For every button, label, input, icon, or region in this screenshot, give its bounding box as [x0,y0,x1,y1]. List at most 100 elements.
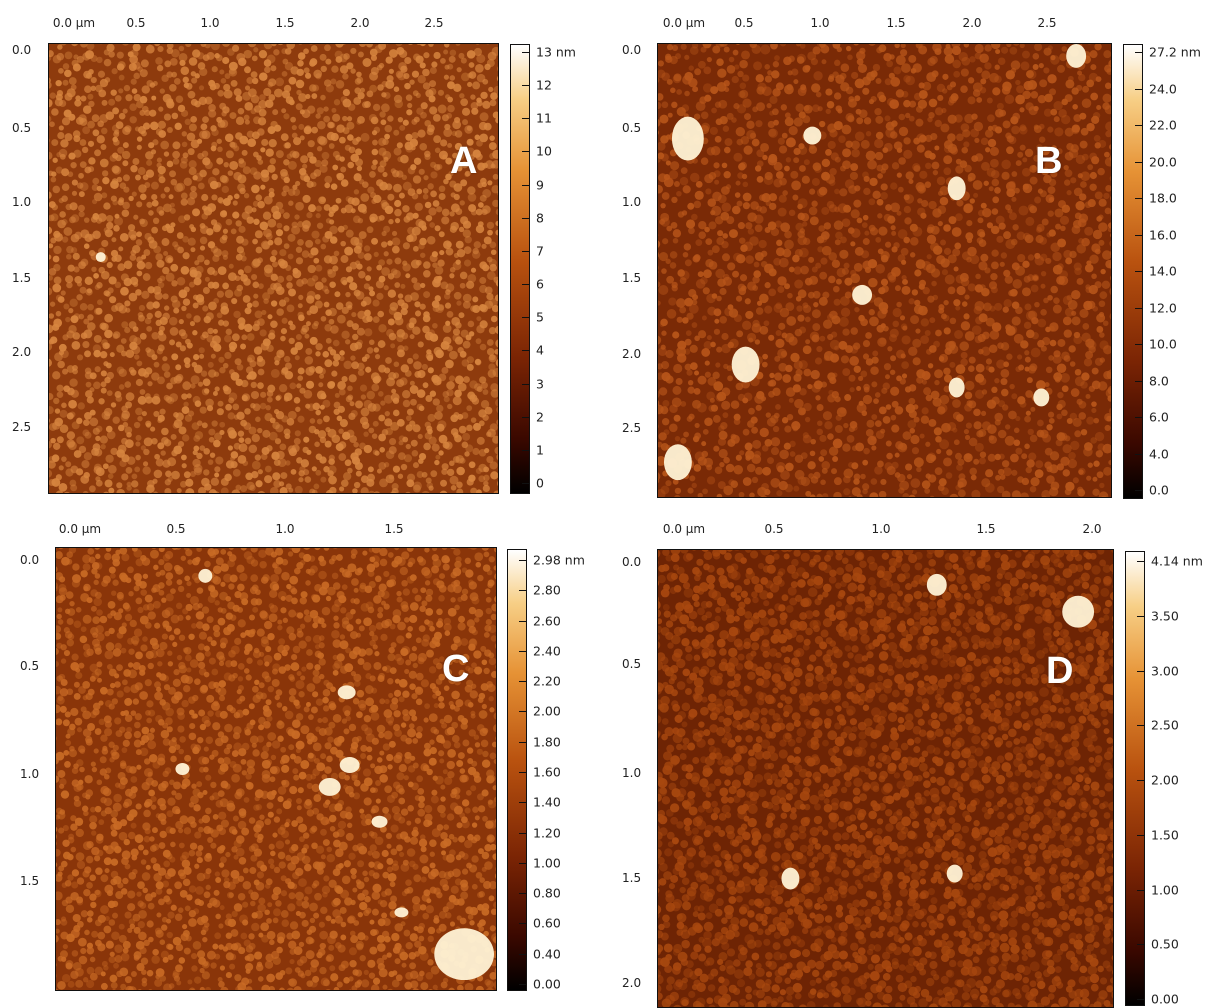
colorbar-tick [1137,780,1144,781]
x-tick-label: 0.5 [764,522,784,536]
colorbar-label: 20.0 [1149,154,1177,169]
colorbar-label: 1 [536,442,544,458]
colorbar-label: 2.00 [1151,772,1179,788]
colorbar-tick [1135,417,1142,418]
y-tick-label: 1.0 [622,195,642,209]
colorbar-tick [519,923,526,925]
x-tick-label: 0.5 [126,16,146,30]
colorbar-label: 2.40 [533,643,561,659]
x-tick-label: 2.5 [1037,16,1057,30]
colorbar-tick [1135,271,1142,272]
colorbar-tick [1135,344,1142,345]
colorbar-label: 4 [536,342,544,358]
colorbar-label: 8 [536,210,544,226]
colorbar-label: 1.00 [1151,882,1179,897]
colorbar-label: 0.50 [1151,936,1179,952]
colorbar-tick [522,416,529,418]
colorbar-label: 10 [536,143,552,159]
colorbar-tick [522,483,529,484]
y-tick-label: 1.5 [12,271,32,285]
colorbar-label: 2.20 [533,673,561,689]
colorbar-label: 2.98 nm [533,552,585,568]
colorbar-label: 16.0 [1149,227,1177,242]
panel-letter-b: B [1035,140,1063,182]
colorbar-tick [1135,88,1142,90]
colorbar-tick [522,85,529,87]
colorbar-tick [522,184,529,186]
colorbar-label: 0.80 [533,885,561,901]
colorbar-label: 13 nm [536,44,576,60]
colorbar-tick [1137,889,1144,891]
colorbar-tick [522,217,529,219]
y-tick-label: 2.0 [622,976,642,990]
colorbar-d [1125,551,1145,1006]
x-tick-label: 2.0 [962,16,982,30]
y-tick-label: 2.5 [12,420,32,434]
colorbar-tick [1137,834,1144,836]
colorbar-tick [1135,52,1142,53]
y-tick-label: 1.0 [622,766,642,780]
colorbar-label: 3.50 [1151,608,1179,624]
x-tick-label: 0.5 [734,16,754,30]
x-tick-label: 0.0 µm [58,522,102,536]
colorbar-label: 7 [536,243,544,259]
y-tick-label: 1.5 [622,871,642,885]
colorbar-tick [1137,561,1144,562]
y-tick-label: 2.5 [622,421,642,435]
colorbar-label: 2.00 [533,703,561,719]
y-tick-label: 0.5 [622,121,642,135]
x-tick-label: 1.0 [200,16,220,30]
colorbar-label: 9 [536,177,544,193]
y-tick-label: 1.5 [622,271,642,285]
panel-letter-c: C [442,648,470,690]
x-tick-label: 1.5 [275,16,295,30]
x-tick-label: 1.0 [871,522,891,536]
colorbar-label: 2.50 [1151,717,1179,733]
x-tick-label: 1.5 [886,16,906,30]
colorbar-tick [519,681,526,683]
y-tick-label: 0.0 [622,43,642,57]
colorbar-tick [1137,615,1144,617]
colorbar-label: 5 [536,309,544,325]
colorbar-tick [1135,490,1142,491]
colorbar-label: 4.0 [1149,446,1169,461]
colorbar-tick [522,449,529,451]
y-tick-label: 1.0 [12,195,32,209]
colorbar-tick [519,620,526,622]
colorbar-label: 1.00 [533,855,561,871]
colorbar-tick [1135,161,1142,163]
colorbar-tick [1137,670,1144,672]
y-tick-label: 1.5 [20,874,40,888]
colorbar-tick [519,984,526,985]
y-tick-label: 0.0 [622,555,642,569]
colorbar-tick [522,250,529,252]
colorbar-tick [1135,453,1142,455]
colorbar-label: 22.0 [1149,117,1177,133]
colorbar-b [1123,44,1143,499]
colorbar-label: 3.00 [1151,663,1179,678]
y-tick-label: 0.0 [20,553,40,567]
colorbar-tick [522,118,529,120]
y-tick-label: 2.0 [622,347,642,361]
colorbar-label: 6.0 [1149,409,1169,425]
x-tick-label: 2.5 [424,16,444,30]
colorbar-tick [522,350,529,352]
x-tick-label: 0.0 µm [662,522,706,536]
y-tick-label: 0.0 [12,43,32,57]
colorbar-label: 1.50 [1151,827,1179,843]
colorbar-label: 0.60 [533,915,561,931]
colorbar-label: 0.40 [533,946,561,962]
colorbar-label: 2 [536,409,544,425]
colorbar-tick [1135,380,1142,382]
y-tick-label: 0.5 [20,659,40,673]
colorbar-tick [519,711,526,713]
colorbar-tick [519,802,526,804]
colorbar-c [507,549,527,991]
afm-image-b [657,43,1112,498]
colorbar-tick [519,862,526,864]
colorbar-label: 0 [536,475,544,491]
colorbar-label: 2.80 [533,582,561,598]
colorbar-label: 4.14 nm [1151,553,1203,569]
colorbar-label: 1.40 [533,794,561,810]
y-tick-label: 0.5 [12,121,32,135]
